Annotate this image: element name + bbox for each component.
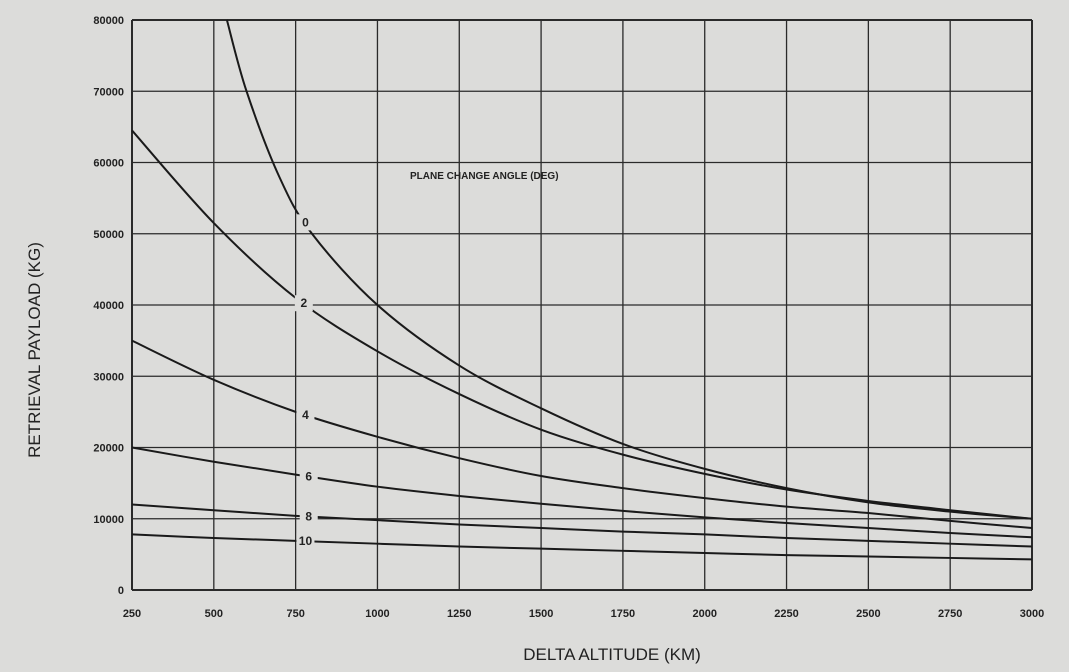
curve-label-mask-0 — [296, 214, 315, 231]
series-layer — [131, 19, 1033, 561]
curve-label-8: 8 — [305, 510, 312, 524]
y-tick-label: 60000 — [93, 158, 124, 170]
curve-label-mask-4 — [296, 406, 315, 423]
x-tick-label: 2000 — [692, 608, 716, 620]
curve-label-mask-6 — [299, 468, 318, 485]
annotation-plane-change-angle: PLANE CHANGE ANGLE (DEG) — [410, 171, 559, 182]
curve-label-mask-2 — [294, 295, 313, 312]
y-tick-label: 20000 — [93, 443, 124, 455]
y-tick-label: 40000 — [93, 300, 124, 312]
x-axis-label: DELTA ALTITUDE (KM) — [523, 645, 701, 664]
y-tick-label: 70000 — [93, 86, 124, 98]
series-line-6 — [131, 446, 1033, 539]
series-line-4 — [131, 339, 1033, 530]
x-tick-label: 2500 — [856, 608, 880, 620]
curve-label-mask-10 — [296, 533, 315, 550]
curve-label-10: 10 — [299, 534, 313, 548]
curve-label-0: 0 — [302, 215, 309, 229]
x-tick-label: 3000 — [1020, 608, 1044, 620]
y-axis-label: RETRIEVAL PAYLOAD (KG) — [25, 242, 44, 458]
x-tick-label: 1750 — [611, 608, 635, 620]
x-tick-label: 2750 — [938, 608, 962, 620]
x-tick-label: 2250 — [774, 608, 798, 620]
x-tick-label: 500 — [205, 608, 223, 620]
series-line-2 — [131, 129, 1033, 520]
grid — [131, 19, 1033, 591]
series-line-8 — [131, 503, 1033, 548]
x-tick-label: 1250 — [447, 608, 471, 620]
x-tick-label: 1500 — [529, 608, 553, 620]
y-tick-label: 10000 — [93, 514, 124, 526]
curve-label-2: 2 — [300, 296, 307, 310]
y-tick-label: 30000 — [93, 371, 124, 383]
curve-label-4: 4 — [302, 408, 309, 422]
y-tick-label: 50000 — [93, 229, 124, 241]
y-tick-label: 80000 — [93, 15, 124, 27]
curve-label-mask-8 — [299, 508, 318, 525]
tick-labels: 250 500 750 1000 1250 1500 1750 2000 2250 2500 275… — [93, 15, 1044, 620]
x-tick-label: 250 — [123, 608, 141, 620]
curve-label-6: 6 — [305, 470, 312, 484]
y-tick-label: 0 — [118, 585, 124, 597]
x-tick-label: 750 — [286, 608, 304, 620]
x-tick-label: 1000 — [365, 608, 389, 620]
curve-labels: 0 2 4 6 8 10 — [294, 214, 318, 550]
series-line-10 — [131, 533, 1033, 561]
series-line-0 — [225, 19, 1033, 520]
